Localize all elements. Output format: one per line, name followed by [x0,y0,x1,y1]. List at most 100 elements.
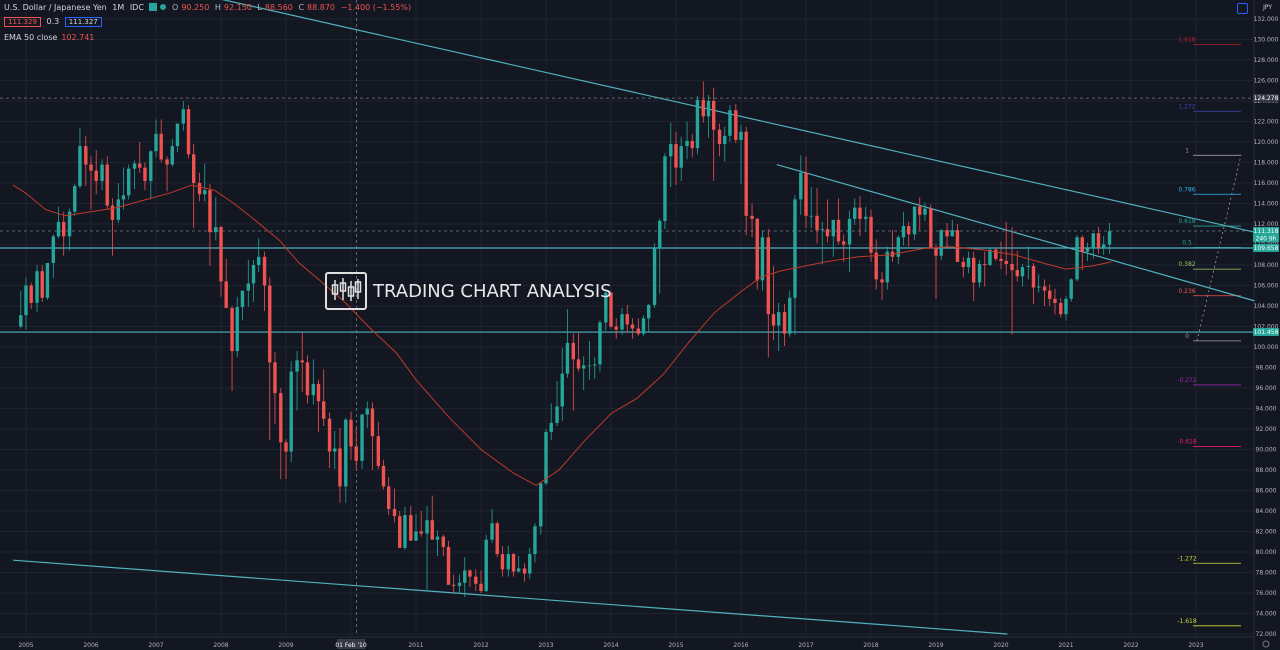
fib-level-label: 0.382 [1178,261,1195,268]
candle-body [295,360,299,372]
candle-body [999,258,1003,261]
candle-body [19,315,23,327]
candle [468,569,472,587]
candle-body [175,123,180,147]
price-tick-label: 122.000 [1254,119,1279,126]
bid-ask-row: 111.329 0.3 111.327 [4,17,105,27]
candle-body [994,249,998,259]
candle-body [549,422,553,433]
candle-body [214,227,218,233]
candle [1091,233,1095,259]
candle-body [1096,233,1101,248]
open-key: O [172,3,179,12]
candle [186,105,191,159]
price-tick-label: 88.000 [1256,467,1277,474]
candle [695,95,700,155]
price-tick-label: 132.000 [1254,16,1279,23]
candle-body [73,186,77,212]
price-tick-label: 108.000 [1254,262,1279,269]
candle-body [354,446,358,461]
time-tick-label: 2008 [213,642,228,649]
candle [999,241,1003,270]
candle [295,351,299,411]
candle [658,218,662,294]
candle-body [344,419,348,487]
snapshot-icon[interactable] [1237,3,1248,14]
candle-body [560,373,564,407]
candle [154,119,158,158]
candle [1053,288,1057,315]
candle-body [804,172,808,216]
candle-body [1020,267,1025,277]
candle-body [1042,286,1047,291]
candle [582,356,586,391]
interval-label[interactable]: 1M [112,3,125,12]
settings-gear-icon[interactable] [1262,640,1270,648]
candle [262,251,267,312]
candle [1042,279,1047,306]
candle [425,505,429,590]
candle [620,308,624,335]
bid-button[interactable]: 111.329 [4,17,41,27]
price-label-tag [1253,226,1279,235]
candle [165,156,169,192]
candle-body [316,383,321,402]
candle [192,144,196,229]
ema-legend[interactable]: EMA 50 close 102.741 [4,33,94,42]
time-tick-label: 2013 [538,642,553,649]
ask-button[interactable]: 111.327 [64,17,102,27]
candle-body [381,465,386,487]
price-tick-label: 90.000 [1256,447,1277,454]
candle-body [1037,286,1041,288]
fibonacci-extension: 1.618 1.272 1 0.786 0.618 0.5 0.382 0.236 0 -0.27… [1177,37,1242,627]
symbol-name[interactable]: U.S. Dollar / Japanese Yen [4,3,107,12]
candle [630,318,635,339]
candle [251,259,256,302]
candle [1010,227,1014,335]
candle-body [474,576,478,584]
price-tick-label: 80.000 [1256,549,1277,556]
candle-body [809,215,813,217]
candle [387,477,391,516]
candle [994,247,998,261]
price-tick-label: 82.000 [1256,529,1277,536]
flag-icon[interactable] [149,3,158,11]
candle [1069,278,1073,302]
candle-body [815,215,819,231]
low-value: 88.560 [264,3,293,12]
candle [760,230,765,291]
candle-body [110,205,115,220]
candle [273,352,277,424]
candle-body [528,554,532,574]
candle [495,521,499,558]
candle [235,296,239,358]
candle [934,244,938,299]
candle-body [468,570,472,577]
candle-body [84,146,88,165]
currency-label[interactable]: JPY [1263,4,1272,11]
candle-body [132,163,137,169]
price-tick-label: 84.000 [1256,508,1277,515]
candle [663,153,667,230]
candle [40,265,44,302]
candle-body [333,448,337,452]
candle [864,206,868,231]
price-label-text: 240 9h [1256,235,1277,242]
candle-body [663,156,667,221]
candle-body [1064,298,1068,315]
candle-body [734,110,738,140]
candle-body [782,312,787,334]
candle [392,488,397,523]
price-tick-label: 126.000 [1254,78,1279,85]
candle-body [35,271,39,303]
candle [110,198,115,256]
ema-value: 102.741 [61,33,95,42]
candle [1059,297,1063,318]
candle-body [370,408,375,437]
candle-body [165,159,169,165]
candle [224,258,228,309]
candle [78,127,82,189]
candle [647,303,651,332]
candle [912,206,917,241]
